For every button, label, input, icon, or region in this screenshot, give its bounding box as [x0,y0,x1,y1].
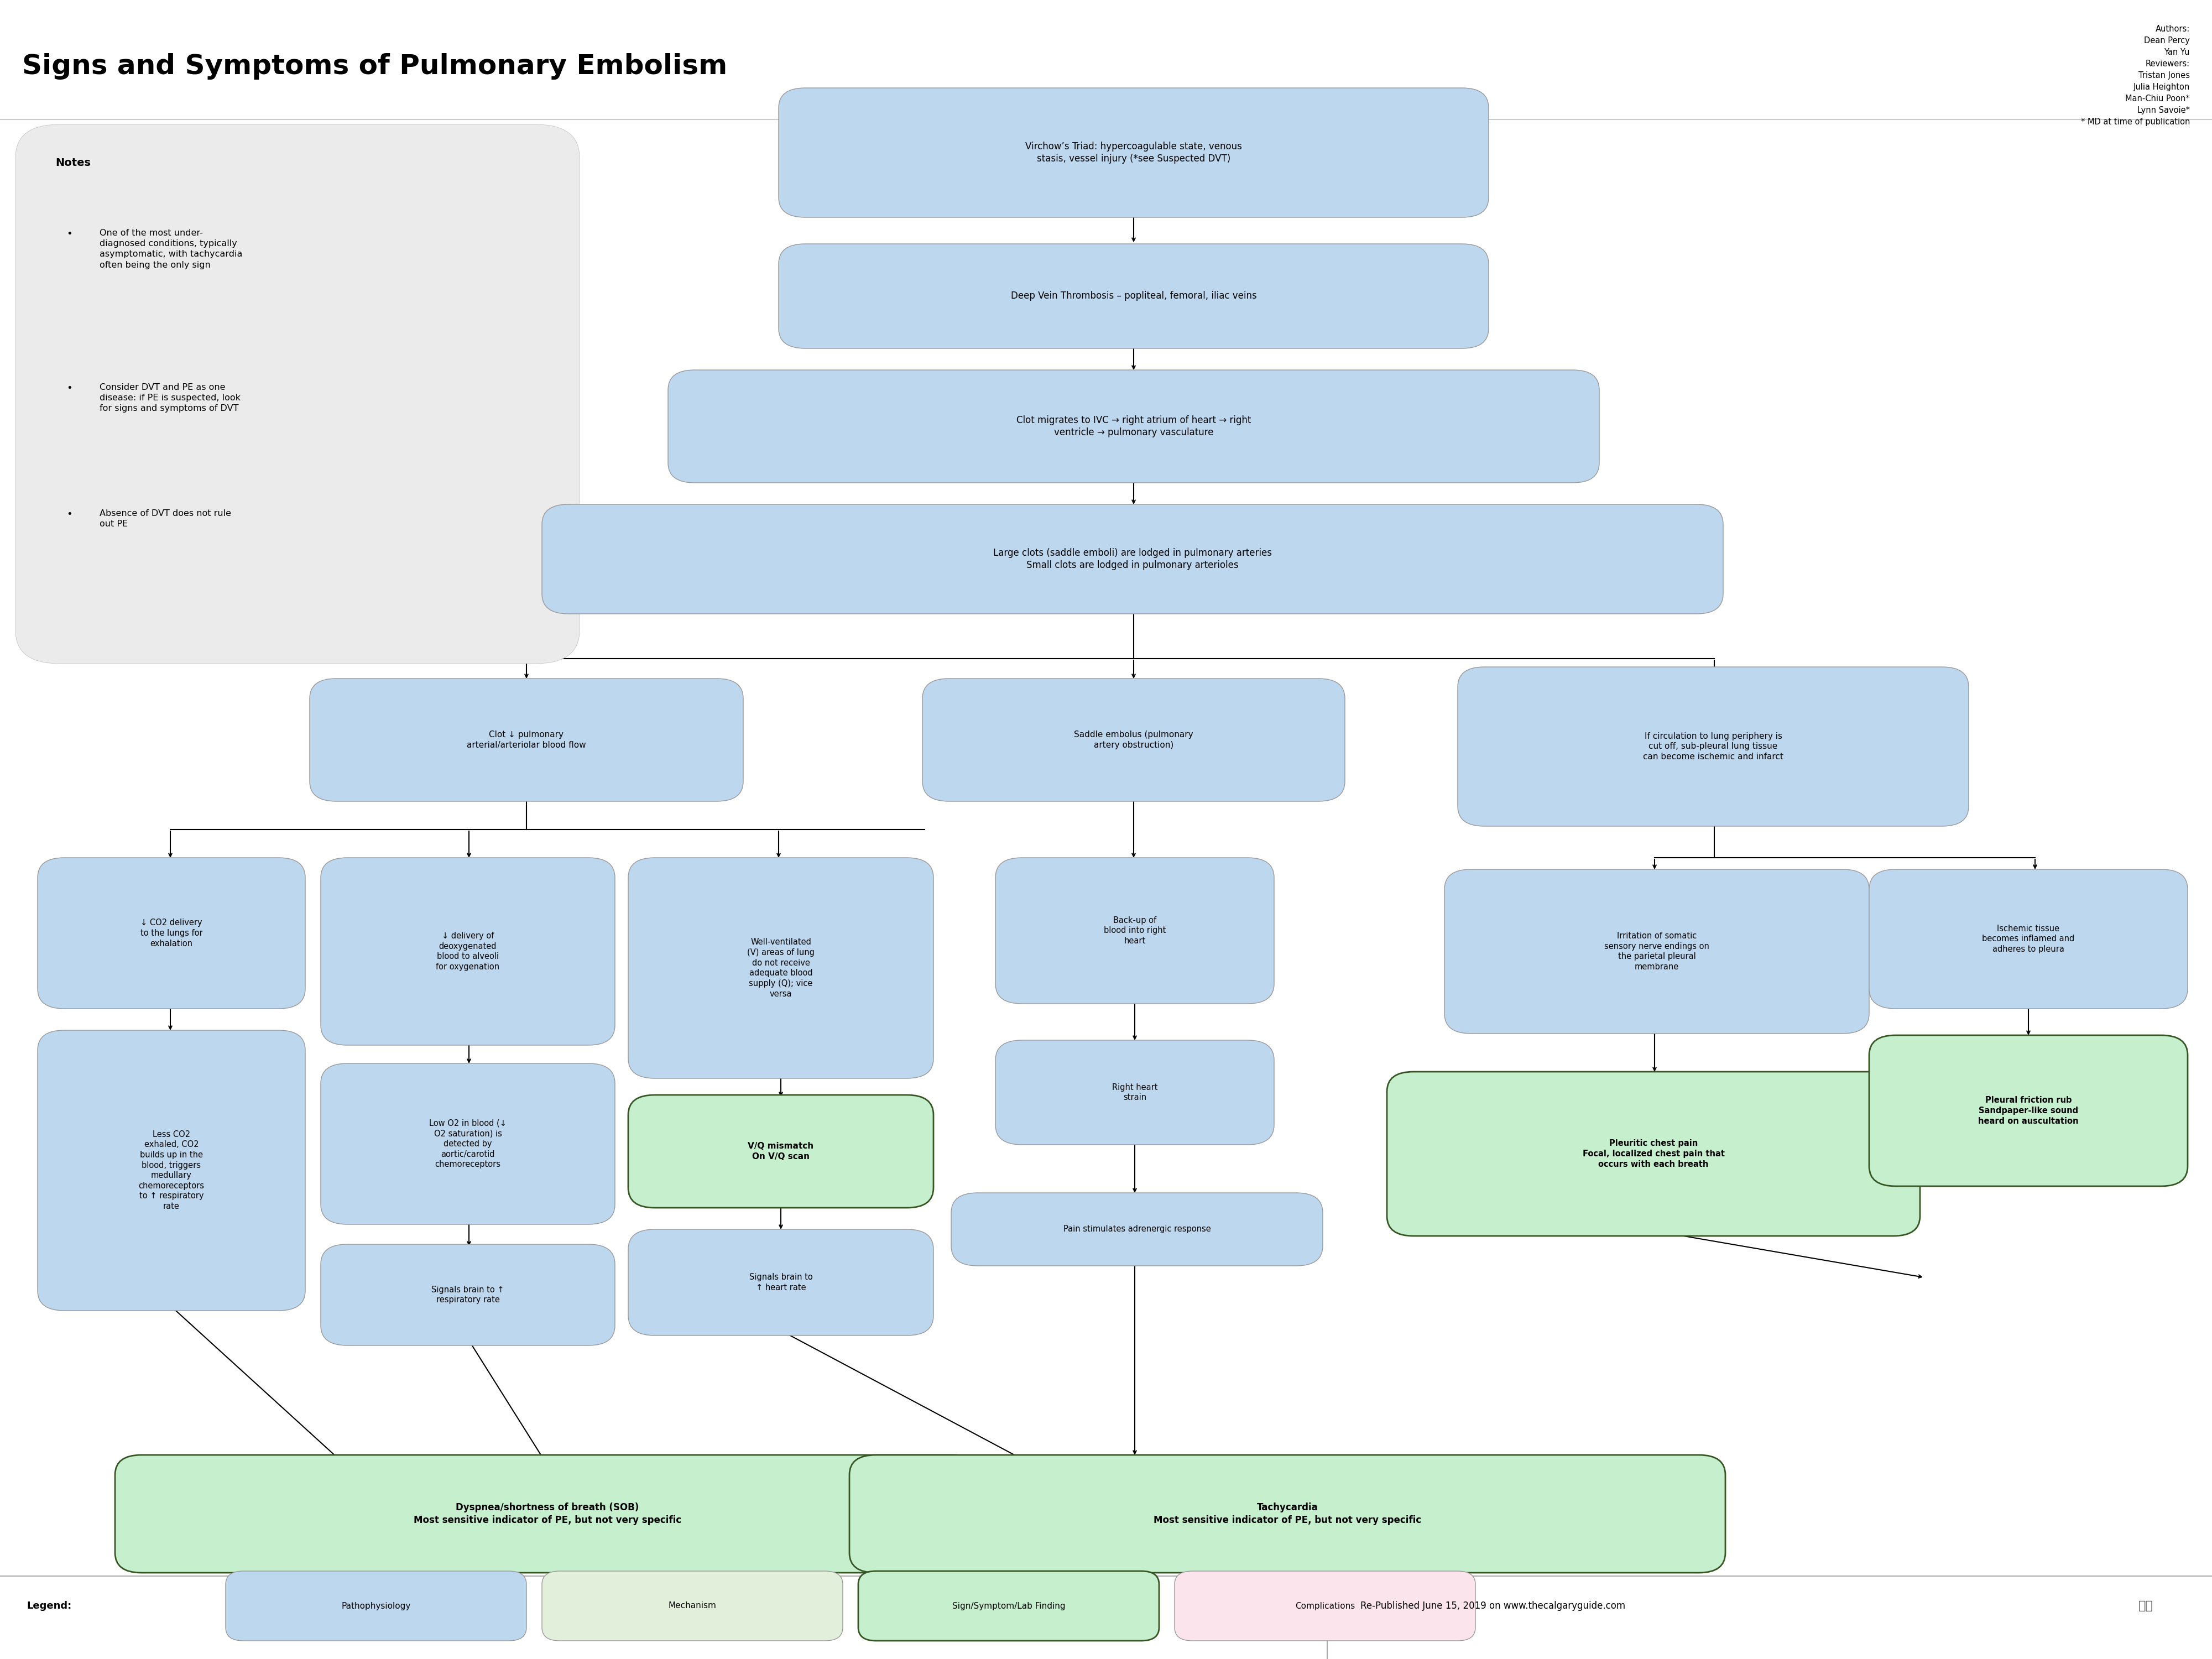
FancyBboxPatch shape [542,504,1723,614]
Text: Pleural friction rub
Sandpaper-like sound
heard on auscultation: Pleural friction rub Sandpaper-like soun… [1978,1097,2079,1125]
FancyBboxPatch shape [15,124,580,664]
Text: Absence of DVT does not rule
out PE: Absence of DVT does not rule out PE [100,509,230,528]
FancyBboxPatch shape [226,1571,526,1641]
Text: Mechanism: Mechanism [668,1603,717,1609]
Text: Well-ventilated
(V) areas of lung
do not receive
adequate blood
supply (Q); vice: Well-ventilated (V) areas of lung do not… [748,939,814,999]
FancyBboxPatch shape [1444,869,1869,1034]
Text: Legend:: Legend: [27,1601,71,1611]
FancyBboxPatch shape [1458,667,1969,826]
FancyBboxPatch shape [858,1571,1159,1641]
Text: ↓ CO2 delivery
to the lungs for
exhalation: ↓ CO2 delivery to the lungs for exhalati… [139,919,204,947]
Text: Irritation of somatic
sensory nerve endings on
the parietal pleural
membrane: Irritation of somatic sensory nerve endi… [1604,932,1710,971]
FancyBboxPatch shape [628,858,933,1078]
Text: Clot ↓ pulmonary
arterial/arteriolar blood flow: Clot ↓ pulmonary arterial/arteriolar blo… [467,730,586,750]
Text: Back-up of
blood into right
heart: Back-up of blood into right heart [1104,916,1166,946]
FancyBboxPatch shape [628,1229,933,1335]
FancyBboxPatch shape [321,858,615,1045]
Text: Authors:
Dean Percy
Yan Yu
Reviewers:
Tristan Jones
Julia Heighton
Man-Chiu Poon: Authors: Dean Percy Yan Yu Reviewers: Tr… [2081,25,2190,126]
Text: Dyspnea/shortness of breath (SOB)
Most sensitive indicator of PE, but not very s: Dyspnea/shortness of breath (SOB) Most s… [414,1503,681,1525]
Text: Right heart
strain: Right heart strain [1113,1083,1157,1102]
Text: Tachycardia
Most sensitive indicator of PE, but not very specific: Tachycardia Most sensitive indicator of … [1152,1503,1422,1525]
Text: Sign/Symptom/Lab Finding: Sign/Symptom/Lab Finding [951,1603,1066,1609]
FancyBboxPatch shape [995,1040,1274,1145]
Text: One of the most under-
diagnosed conditions, typically
asymptomatic, with tachyc: One of the most under- diagnosed conditi… [100,229,243,269]
Text: Deep Vein Thrombosis – popliteal, femoral, iliac veins: Deep Vein Thrombosis – popliteal, femora… [1011,292,1256,302]
Text: Clot migrates to IVC → right atrium of heart → right
ventricle → pulmonary vascu: Clot migrates to IVC → right atrium of h… [1015,415,1252,438]
FancyBboxPatch shape [995,858,1274,1004]
FancyBboxPatch shape [38,1030,305,1311]
Text: Ischemic tissue
becomes inflamed and
adheres to pleura: Ischemic tissue becomes inflamed and adh… [1982,924,2075,954]
FancyBboxPatch shape [1869,869,2188,1009]
Text: ↓ delivery of
deoxygenated
blood to alveoli
for oxygenation: ↓ delivery of deoxygenated blood to alve… [436,932,500,971]
FancyBboxPatch shape [1387,1072,1920,1236]
Text: Saddle embolus (pulmonary
artery obstruction): Saddle embolus (pulmonary artery obstruc… [1075,730,1192,750]
FancyBboxPatch shape [779,244,1489,348]
Text: Signs and Symptoms of Pulmonary Embolism: Signs and Symptoms of Pulmonary Embolism [22,53,728,80]
Text: If circulation to lung periphery is
cut off, sub-pleural lung tissue
can become : If circulation to lung periphery is cut … [1644,732,1783,761]
FancyBboxPatch shape [668,370,1599,483]
Text: Pain stimulates adrenergic response: Pain stimulates adrenergic response [1064,1224,1210,1234]
Text: •: • [66,229,73,239]
FancyBboxPatch shape [38,858,305,1009]
Text: Less CO2
exhaled, CO2
builds up in the
blood, triggers
medullary
chemoreceptors
: Less CO2 exhaled, CO2 builds up in the b… [139,1130,204,1211]
Text: Low O2 in blood (↓
O2 saturation) is
detected by
aortic/carotid
chemoreceptors: Low O2 in blood (↓ O2 saturation) is det… [429,1120,507,1168]
Text: Complications: Complications [1294,1603,1356,1609]
Text: Signals brain to ↑
respiratory rate: Signals brain to ↑ respiratory rate [431,1286,504,1304]
FancyBboxPatch shape [542,1571,843,1641]
FancyBboxPatch shape [628,1095,933,1208]
Text: Re-Published June 15, 2019 on www.thecalgaryguide.com: Re-Published June 15, 2019 on www.thecal… [1360,1601,1626,1611]
Text: Signals brain to
↑ heart rate: Signals brain to ↑ heart rate [750,1272,812,1292]
FancyBboxPatch shape [1175,1571,1475,1641]
Text: Consider DVT and PE as one
disease: if PE is suspected, look
for signs and sympt: Consider DVT and PE as one disease: if P… [100,383,241,413]
FancyBboxPatch shape [321,1063,615,1224]
Text: Virchow’s Triad: hypercoagulable state, venous
stasis, vessel injury (*see Suspe: Virchow’s Triad: hypercoagulable state, … [1026,141,1241,164]
FancyBboxPatch shape [922,679,1345,801]
FancyBboxPatch shape [1869,1035,2188,1186]
FancyBboxPatch shape [321,1244,615,1345]
FancyBboxPatch shape [779,88,1489,217]
FancyBboxPatch shape [310,679,743,801]
FancyBboxPatch shape [115,1455,980,1573]
FancyBboxPatch shape [951,1193,1323,1266]
Text: Large clots (saddle emboli) are lodged in pulmonary arteries
Small clots are lod: Large clots (saddle emboli) are lodged i… [993,547,1272,571]
Text: Pleuritic chest pain
Focal, localized chest pain that
occurs with each breath: Pleuritic chest pain Focal, localized ch… [1582,1140,1725,1168]
Text: •: • [66,509,73,519]
FancyBboxPatch shape [849,1455,1725,1573]
Text: Notes: Notes [55,158,91,168]
Text: Pathophysiology: Pathophysiology [341,1603,411,1609]
Text: ⒸⓄ: ⒸⓄ [2139,1601,2152,1611]
Text: •: • [66,383,73,393]
Text: V/Q mismatch
On V/Q scan: V/Q mismatch On V/Q scan [748,1141,814,1161]
